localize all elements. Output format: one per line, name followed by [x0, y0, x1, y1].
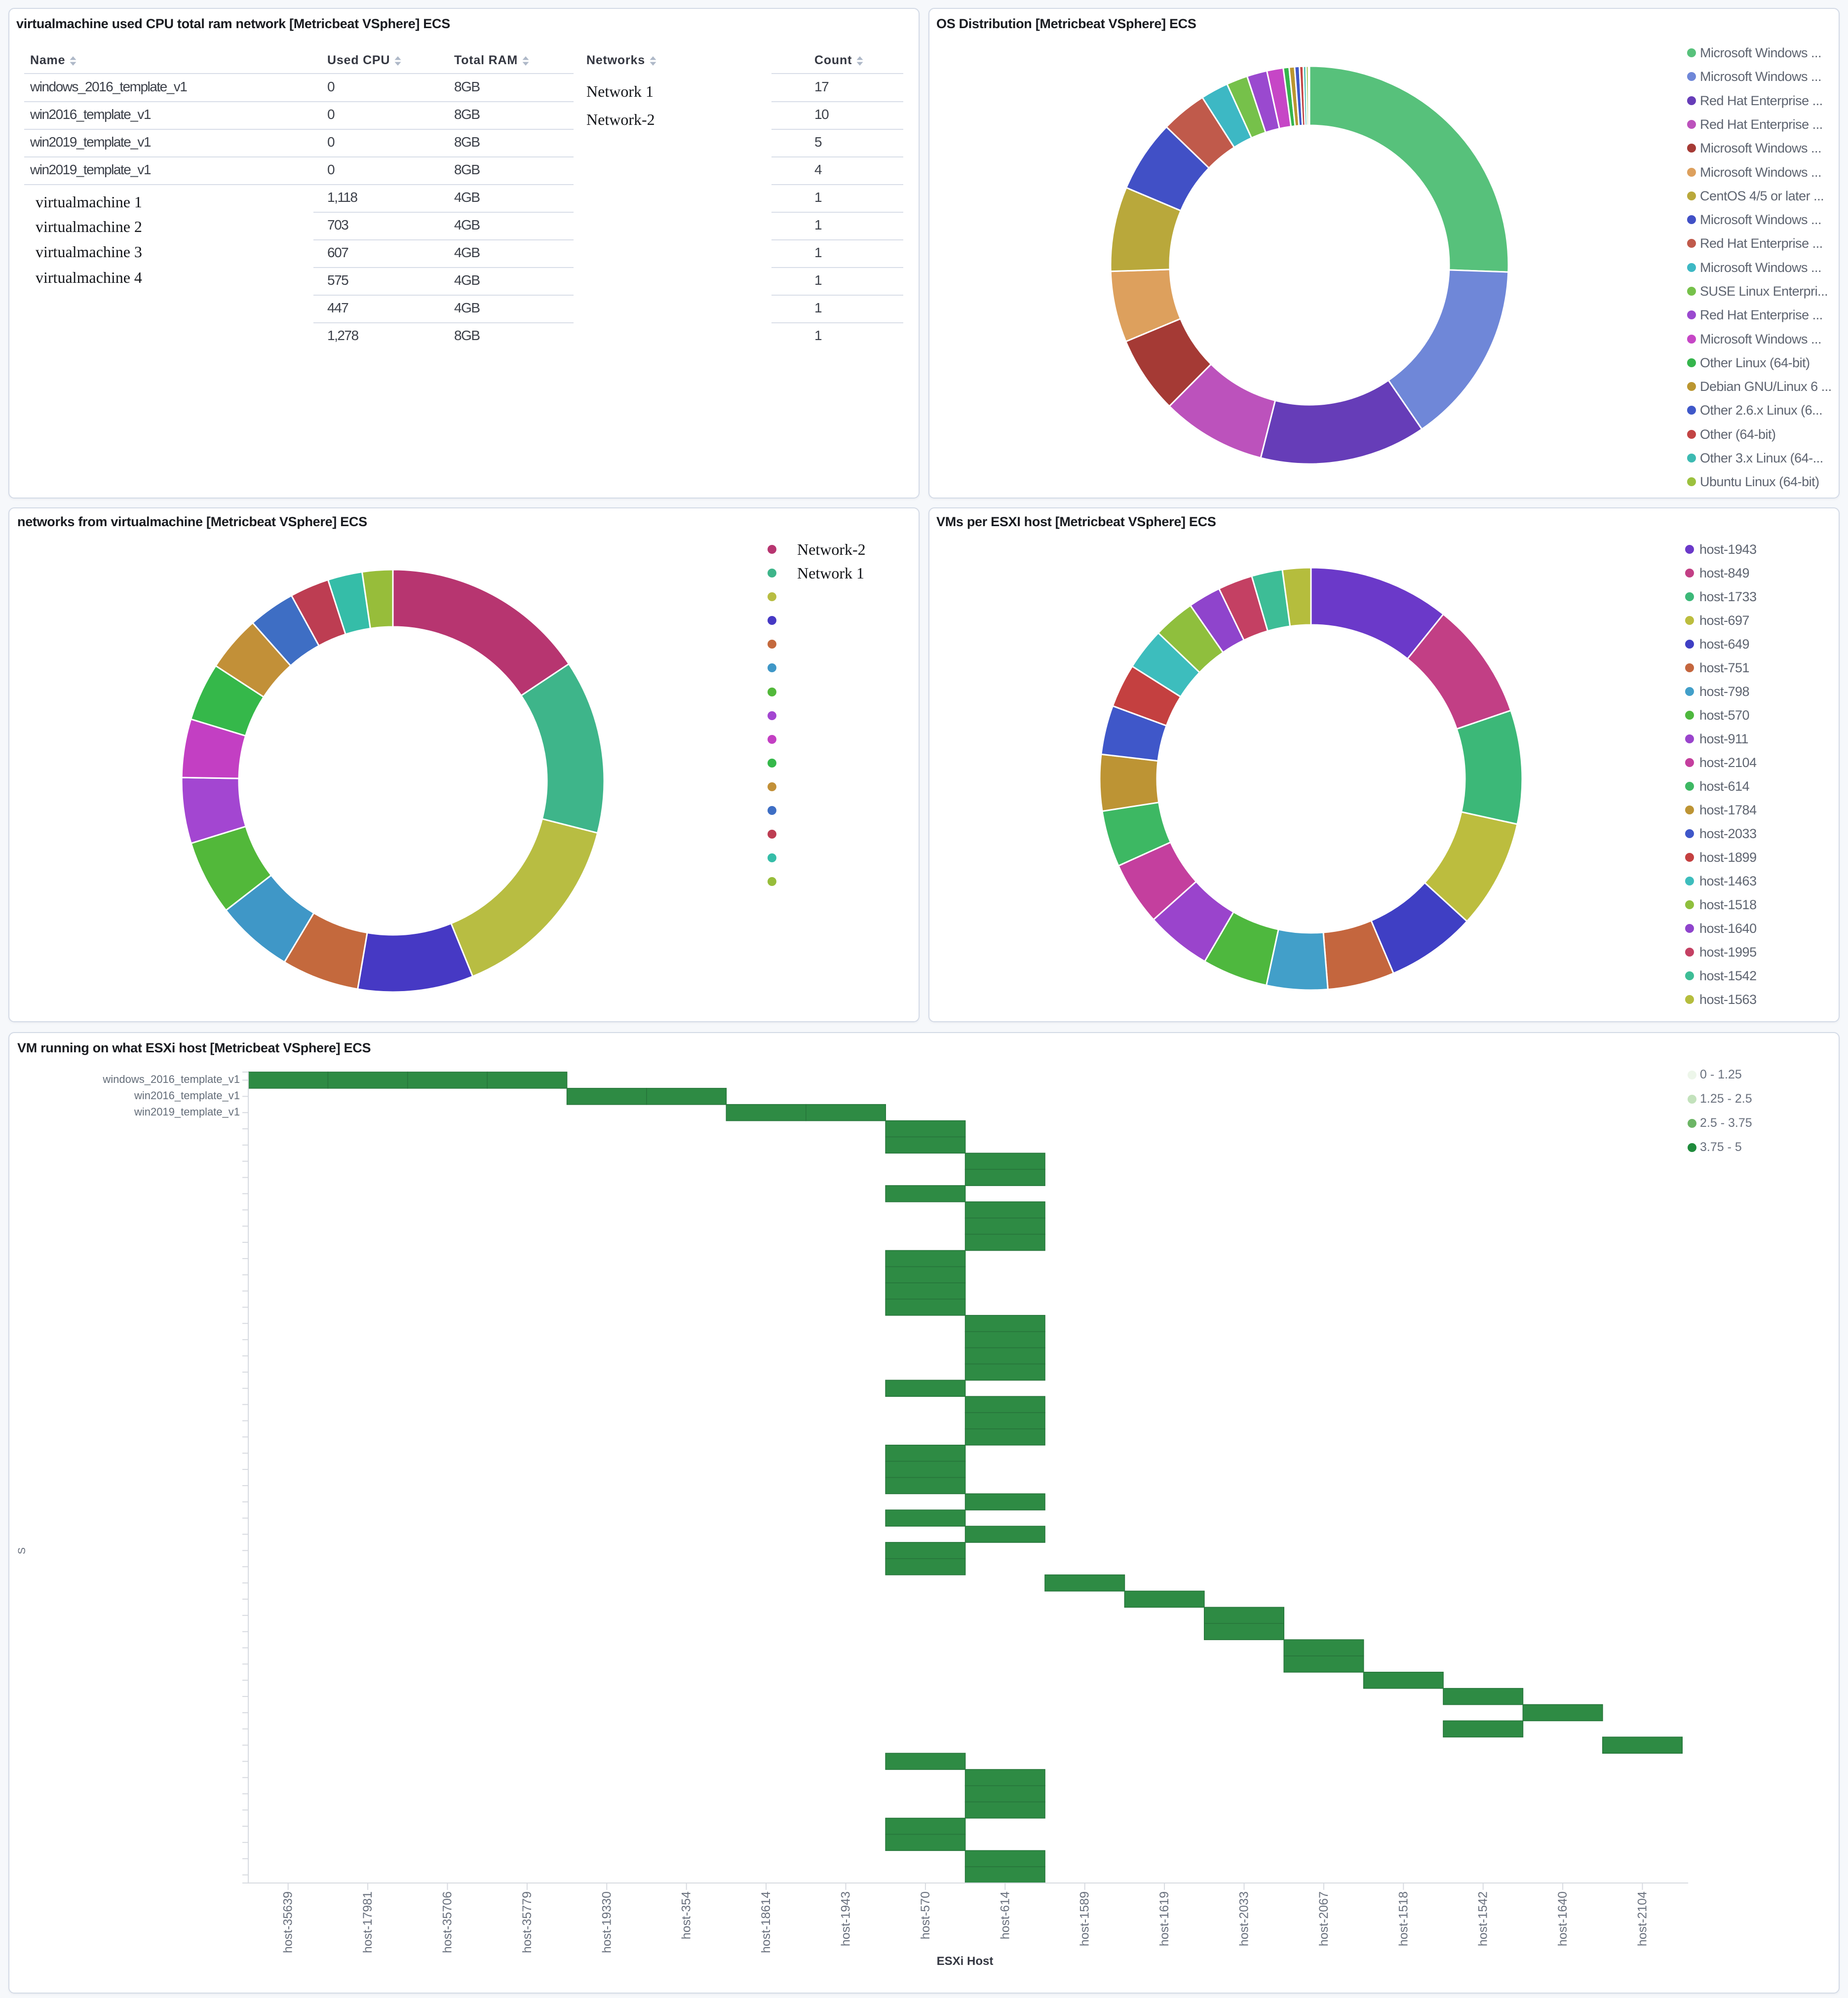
- svg-text:host-2033: host-2033: [1237, 1891, 1251, 1946]
- svg-text:host-354: host-354: [680, 1891, 693, 1939]
- svg-text:host-18614: host-18614: [759, 1891, 773, 1953]
- svg-text:host-19330: host-19330: [600, 1891, 614, 1953]
- svg-text:host-570: host-570: [919, 1891, 932, 1939]
- svg-text:host-35779: host-35779: [520, 1891, 534, 1953]
- svg-text:host-1943: host-1943: [839, 1891, 853, 1946]
- svg-text:host-1518: host-1518: [1396, 1891, 1410, 1946]
- svg-text:host-2067: host-2067: [1317, 1891, 1331, 1946]
- svg-text:host-35706: host-35706: [441, 1891, 455, 1953]
- svg-text:host-1589: host-1589: [1078, 1891, 1092, 1946]
- svg-text:host-1619: host-1619: [1157, 1891, 1171, 1946]
- svg-text:host-2104: host-2104: [1636, 1891, 1650, 1946]
- svg-text:host-35639: host-35639: [281, 1891, 295, 1953]
- svg-text:host-1640: host-1640: [1556, 1891, 1570, 1946]
- svg-text:host-17981: host-17981: [361, 1891, 375, 1953]
- svg-text:host-614: host-614: [998, 1891, 1012, 1939]
- svg-text:host-1542: host-1542: [1476, 1891, 1490, 1946]
